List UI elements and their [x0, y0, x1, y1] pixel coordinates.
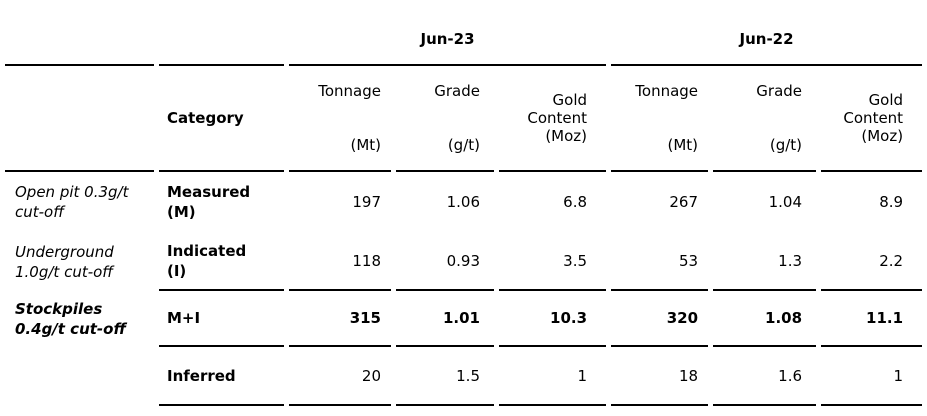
category-line: M+I — [167, 309, 201, 327]
jun23-tonnage-value: 118 — [289, 232, 391, 291]
jun23-gold-header: Gold Content (Moz) — [499, 66, 607, 172]
mineral-resources-table: Jun-23 Jun-22 Category Tonnage (Mt) Grad… — [0, 4, 927, 406]
table-row-inferred: Inferred 20 1.5 1 18 1.6 1 — [5, 347, 923, 406]
jun22-grade-value: 1.04 — [768, 193, 803, 211]
jun22-gold-value: 2.2 — [821, 232, 923, 291]
cutoff-note-open-pit: Open pit 0.3g/t cut-off — [5, 172, 154, 232]
grade-label: Grade — [434, 82, 480, 100]
jun23-gold-value: 1 — [499, 347, 607, 406]
table-row-m-plus-i: Stockpiles 0.4g/t cut-off M+I 315 1.01 1… — [5, 291, 923, 347]
grade-label: Grade — [756, 82, 803, 100]
note-line: Stockpiles — [15, 300, 103, 318]
category-line: Measured — [167, 183, 251, 201]
cutoff-note-underground: Underground 1.0g/t cut-off — [5, 232, 154, 291]
jun23-grade-value: 0.93 — [396, 232, 494, 291]
jun22-tonnage-value: 320 — [611, 291, 709, 347]
jun22-tonnage-value: 53 — [611, 232, 709, 291]
jun23-grade-value: 1.06 — [446, 193, 480, 211]
grade-unit: (g/t) — [447, 136, 480, 154]
gold-label-1: Gold — [868, 91, 904, 109]
table-row-measured: Open pit 0.3g/t cut-off Measured (M) 197… — [5, 172, 922, 232]
category-line: Indicated — [167, 241, 247, 260]
jun22-gold-value: 11.1 — [821, 291, 923, 347]
jun22-gold-value: 1 — [821, 347, 923, 406]
tonnage-unit: (Mt) — [350, 136, 381, 154]
category-line: (I) — [167, 261, 187, 280]
tonnage-label: Tonnage — [635, 82, 699, 100]
jun23-gold-value: 3.5 — [499, 232, 607, 291]
gold-unit: (Moz) — [545, 127, 588, 145]
corner-spacer-note — [5, 4, 154, 66]
jun23-gold-value: 6.8 — [563, 193, 588, 211]
note-line: Underground — [15, 242, 114, 261]
period-jun22-header: Jun-22 — [611, 4, 923, 66]
jun22-grade-value: 1.6 — [713, 347, 817, 406]
jun23-tonnage-header: Tonnage (Mt) — [289, 66, 391, 172]
category-line: (M) — [167, 203, 196, 221]
category-cell-measured: Measured (M) — [159, 172, 284, 232]
jun23-tonnage-value: 315 — [289, 291, 391, 347]
note-line: 0.4g/t cut-off — [15, 320, 126, 338]
category-cell-indicated: Indicated (I) — [159, 232, 284, 291]
jun23-tonnage-value: 197 — [352, 193, 381, 211]
category-cell-inferred: Inferred — [159, 347, 284, 406]
cutoff-note-stockpiles: Stockpiles 0.4g/t cut-off — [5, 291, 154, 347]
note-line: 1.0g/t cut-off — [15, 262, 114, 281]
gold-unit: (Moz) — [861, 127, 904, 145]
gold-label-1: Gold — [552, 91, 588, 109]
jun22-gold-header: Gold Content (Moz) — [821, 66, 923, 172]
jun22-gold-value: 8.9 — [879, 193, 904, 211]
jun23-grade-header: Grade (g/t) — [396, 66, 494, 172]
jun23-grade-value: 1.5 — [396, 347, 494, 406]
table-row-indicated: Underground 1.0g/t cut-off Indicated (I)… — [5, 232, 923, 291]
category-line: Inferred — [167, 366, 236, 385]
gold-label-2: Content — [527, 109, 588, 127]
cutoff-note-empty — [5, 347, 154, 406]
category-column-header: Category — [159, 66, 284, 172]
period-header-row: Jun-23 Jun-22 — [5, 4, 923, 66]
grade-unit: (g/t) — [769, 136, 803, 154]
note-line: Open pit 0.3g/t — [15, 183, 129, 201]
category-cell-m-plus-i: M+I — [159, 291, 284, 347]
tonnage-unit: (Mt) — [667, 136, 699, 154]
tonnage-label: Tonnage — [318, 82, 381, 100]
jun22-grade-value: 1.3 — [713, 232, 817, 291]
column-header-row: Category Tonnage (Mt) Grade (g/t) Gold C… — [5, 66, 923, 172]
jun23-tonnage-value: 20 — [289, 347, 391, 406]
jun23-gold-value: 10.3 — [499, 291, 607, 347]
jun22-grade-value: 1.08 — [713, 291, 817, 347]
jun22-tonnage-value: 18 — [611, 347, 709, 406]
jun22-grade-header: Grade (g/t) — [713, 66, 817, 172]
jun22-tonnage-header: Tonnage (Mt) — [611, 66, 709, 172]
jun23-grade-value: 1.01 — [396, 291, 494, 347]
period-jun23-header: Jun-23 — [289, 4, 607, 66]
note-column-header-empty — [5, 66, 154, 172]
note-line: cut-off — [15, 203, 65, 221]
gold-label-2: Content — [843, 109, 904, 127]
jun22-tonnage-value: 267 — [669, 193, 699, 211]
corner-spacer-category — [159, 4, 284, 66]
